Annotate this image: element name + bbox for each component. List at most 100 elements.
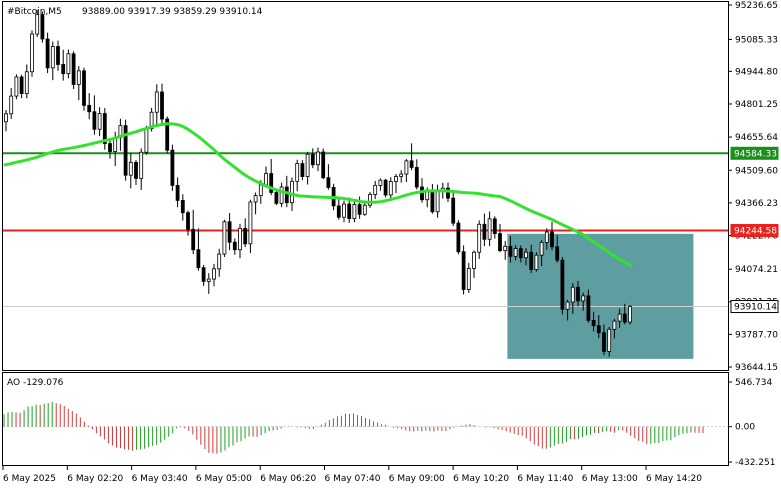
candle-body [305,153,310,177]
candle-body [524,251,528,259]
candle-body [45,38,50,69]
green-level-value: 94584.33 [734,149,777,159]
ao-tick-label: -432.251 [735,458,775,468]
candle-body [586,295,591,321]
time-tick-label: 6 May 05:00 [196,474,252,484]
candle-body [35,14,40,35]
candle-body [82,70,86,106]
candle-body [160,91,164,120]
candle-body [24,71,29,94]
candle-body [373,185,378,195]
candle-body [61,64,66,74]
time-tick-label: 6 May 14:20 [646,474,702,484]
candle-body [170,149,175,186]
candle-body [362,204,367,215]
candle-body [503,245,508,252]
time-tick-label: 6 May 02:20 [67,474,123,484]
candle-body [274,192,279,204]
time-tick-label: 6 May 09:00 [389,474,445,484]
candle-body [144,128,149,153]
candle-body [435,189,440,213]
ao-tick-label: 546.734 [735,378,772,388]
candle-body [591,320,596,327]
candle-body [264,173,268,186]
candle-body [321,151,326,179]
candle-body [87,104,92,113]
candle-body [76,70,81,85]
price-tick-label: 94366.23 [735,199,778,209]
candle-body [466,267,471,290]
candle-body [472,251,476,269]
candle-body [123,125,128,176]
candle-body [596,325,601,334]
candle-body [576,286,580,302]
candle-body [570,286,575,303]
candle-body [451,197,456,224]
time-axis: 6 May 2025 6 May 02:20 6 May 03:40 6 May 05… [2,466,702,484]
candle-body [409,160,414,168]
candle-body [97,113,102,130]
candle-body [212,268,216,280]
price-tick-label: 94944.80 [735,67,778,77]
candle-body [529,251,534,270]
candle-body [196,249,201,269]
time-tick-label: 6 May 10:20 [453,474,509,484]
candle-body [628,306,632,323]
candle-body [368,194,372,206]
candle-body [56,46,60,65]
candle-body [394,176,398,182]
candle-body [518,248,523,259]
ao-histogram [3,401,728,454]
current-level-tag [730,300,779,314]
candle-body [50,46,55,69]
current-level-value: 93910.14 [734,303,777,313]
candle-body [19,76,24,94]
candle-body [487,218,492,240]
price-tick-label: 94509.60 [735,166,778,176]
ao-pane [2,372,729,466]
candle-body [498,233,502,252]
candle-body [456,222,461,253]
candle-body [404,160,409,175]
time-tick-label: 6 May 07:40 [325,474,381,484]
candle-body [399,173,404,177]
candle-body [139,151,144,179]
candle-body [544,231,549,243]
price-tick-label: 93787.70 [735,330,778,340]
candle-body [477,223,482,253]
candle-body [414,167,419,188]
candle-body [128,162,133,176]
time-tick-label: 6 May 06:20 [260,474,316,484]
candle-body [295,163,300,182]
candle-body [617,313,622,322]
candle-body [357,204,362,215]
candle-body [134,162,138,179]
candle-body [622,313,627,323]
candle-body [186,212,190,230]
price-tick-label: 94074.21 [735,265,778,275]
candle-body [248,201,253,245]
main-pane [2,1,729,371]
candle-body [534,254,539,270]
candle-body [206,278,211,282]
ao-axis: 546.734 0.00 -432.251 [728,378,775,468]
candle-body [227,221,232,243]
candle-body [602,332,606,352]
level-tags: 94584.33 94244.58 93910.14 [730,146,779,314]
candle-body [508,245,513,257]
candle-body [180,200,185,214]
candle-body [383,179,388,196]
candle-body [378,179,383,186]
candle-body [539,242,544,256]
price-tick-label: 93644.15 [735,363,778,373]
price-tick-label: 95085.33 [735,35,778,45]
candle-body [565,301,570,310]
red-level-value: 94244.58 [734,227,777,237]
candle-body [310,153,315,166]
candle-body [560,259,565,310]
ao-tick-label: 0.00 [735,423,755,433]
candle-body [258,184,263,197]
candle-body [175,185,180,201]
candle-body [149,111,154,129]
